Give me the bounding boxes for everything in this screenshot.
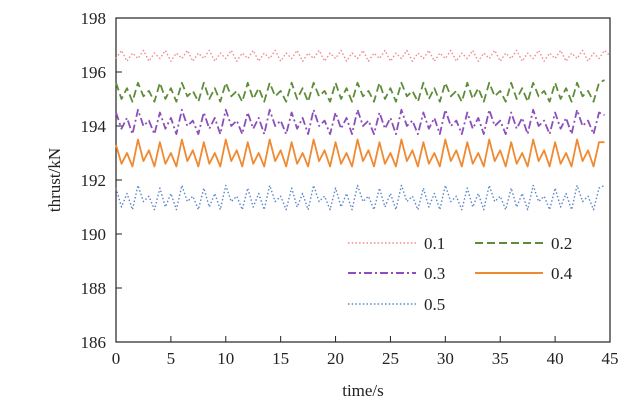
y-tick-label: 194 [81,117,107,136]
legend-label: 0.4 [551,264,573,283]
series-line-0.4 [115,138,605,168]
y-tick-label: 196 [81,63,107,82]
x-tick-label: 15 [272,349,289,368]
x-axis-title: time/s [342,381,384,400]
x-tick-label: 10 [217,349,234,368]
legend-label: 0.1 [424,234,445,253]
series-line-0.5 [115,184,605,211]
x-tick-label: 45 [602,349,619,368]
series-line-0.2 [115,79,605,103]
y-tick-label: 188 [81,279,107,298]
y-tick-label: 198 [81,9,107,28]
legend: 0.1 0.2 0.3 0.4 0.5 [348,234,573,314]
x-tick-label: 5 [167,349,176,368]
x-tick-label: 0 [112,349,121,368]
y-tick-label: 186 [81,333,107,352]
axis-ticks: 0 5 10 15 20 25 30 35 40 45 186 188 190 192 194 196 198 [81,9,619,368]
y-tick-label: 192 [81,171,107,190]
legend-label: 0.3 [424,264,445,283]
x-tick-label: 25 [382,349,399,368]
legend-label: 0.2 [551,234,572,253]
x-tick-label: 40 [547,349,564,368]
series-line-0.1 [115,49,611,62]
series-line-0.3 [115,108,605,135]
legend-label: 0.5 [424,295,445,314]
y-axis-title: thrust/kN [45,148,64,212]
plot-frame [115,17,611,343]
x-tick-label: 35 [492,349,509,368]
x-tick-label: 20 [327,349,344,368]
y-tick-label: 190 [81,225,107,244]
x-tick-label: 30 [437,349,454,368]
series-lines [115,49,611,211]
